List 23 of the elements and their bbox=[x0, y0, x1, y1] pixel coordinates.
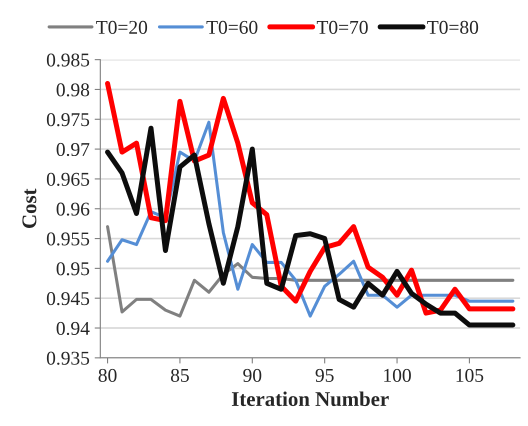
y-tick-label: 0.935 bbox=[46, 352, 90, 365]
y-tick-label: 0.985 bbox=[46, 53, 90, 67]
y-tick-label: 0.955 bbox=[46, 232, 90, 246]
x-tick-label: 90 bbox=[243, 368, 262, 382]
legend-label: T0=70 bbox=[316, 20, 368, 34]
legend-label: T0=20 bbox=[96, 20, 148, 34]
y-axis-title: Cost bbox=[22, 188, 36, 228]
y-tick-label: 0.98 bbox=[56, 83, 90, 96]
y-tick-label: 0.95 bbox=[56, 262, 90, 276]
x-tick-label: 85 bbox=[170, 368, 189, 382]
x-tick-label: 80 bbox=[98, 368, 117, 382]
y-tick-label: 0.96 bbox=[56, 202, 90, 216]
y-tick-label: 0.94 bbox=[56, 322, 90, 336]
x-tick-label: 105 bbox=[456, 368, 484, 382]
y-tick-label: 0.965 bbox=[46, 172, 90, 186]
x-axis-title: Iteration Number bbox=[232, 391, 389, 406]
legend-label: T0=60 bbox=[206, 20, 258, 34]
x-tick-label: 95 bbox=[316, 368, 334, 382]
x-tick-label: 100 bbox=[384, 368, 411, 382]
y-tick-label: 0.97 bbox=[56, 142, 90, 156]
legend-label: T0=80 bbox=[427, 20, 478, 34]
y-tick-label: 0.945 bbox=[46, 292, 90, 306]
y-tick-label: 0.975 bbox=[46, 113, 90, 126]
